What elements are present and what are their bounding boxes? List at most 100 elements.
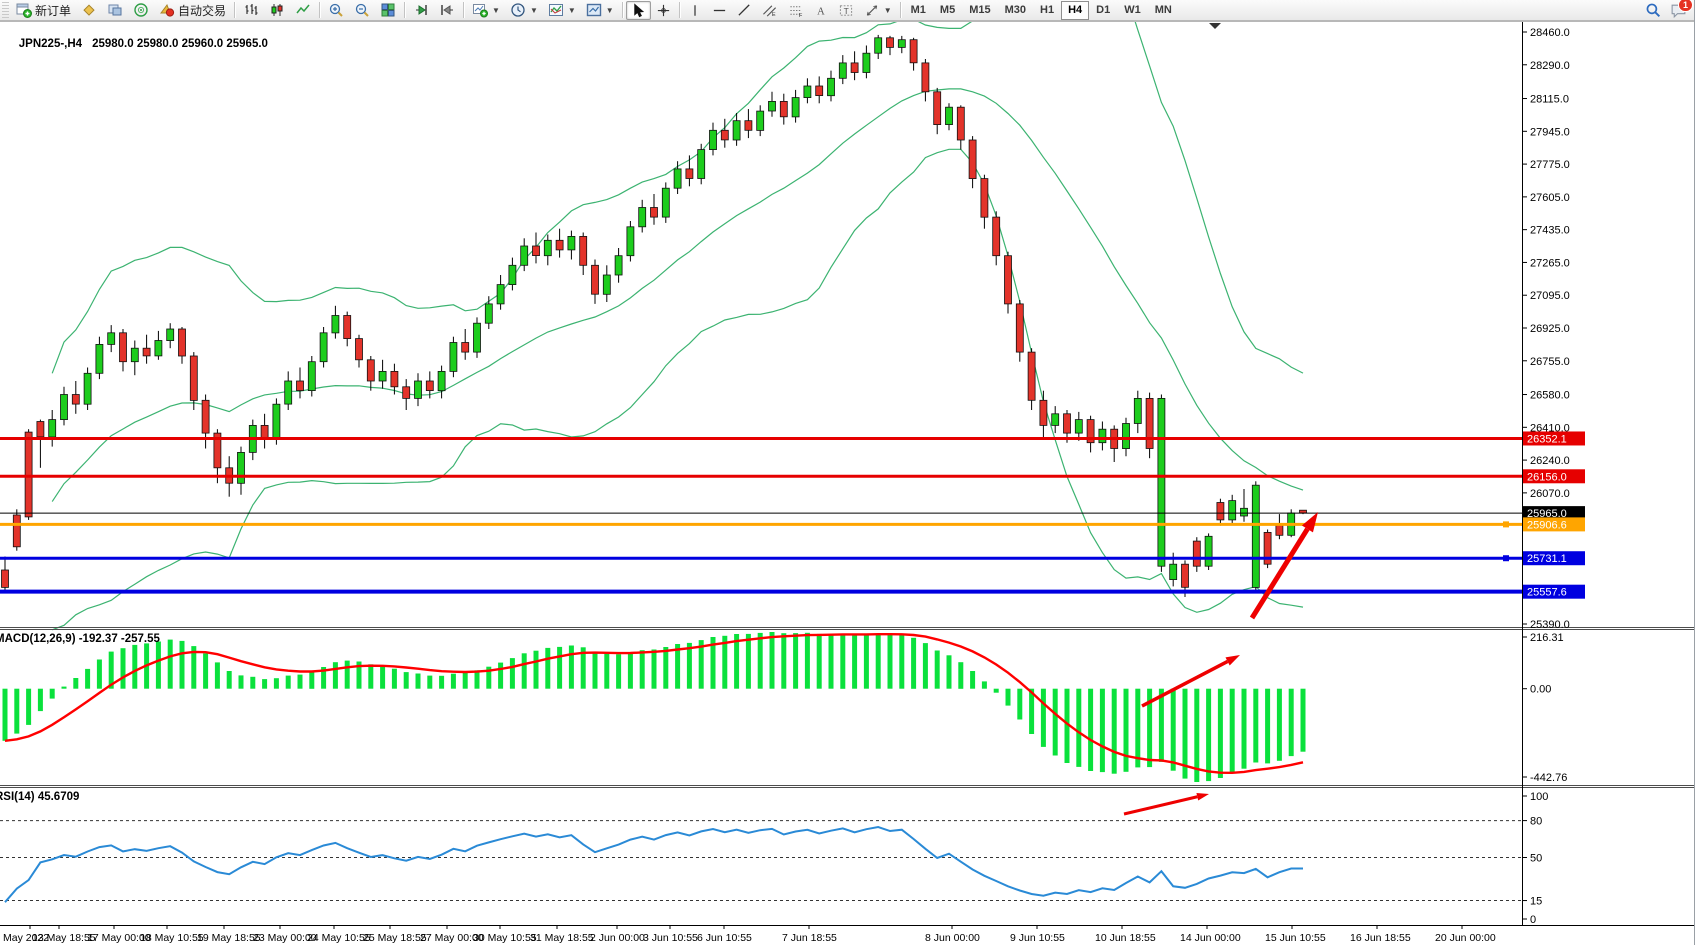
time-axis-label: 14 Jun 00:00: [1180, 932, 1241, 944]
search-icon[interactable]: [1645, 2, 1662, 19]
macd-axis-label: -442.76: [1530, 772, 1567, 784]
trendline-tool-button[interactable]: [732, 1, 757, 20]
market-watch-button[interactable]: [76, 1, 102, 20]
price-tag: [1523, 584, 1585, 599]
rsi-axis-label: 80: [1530, 816, 1542, 828]
horizontal-line-icon: [713, 9, 725, 11]
fibonacci-icon: F: [790, 5, 803, 18]
time-axis-label: 2 Jun 00:00: [590, 932, 645, 944]
price-tag: [1523, 506, 1585, 521]
timeframe-m30-button[interactable]: M30: [1004, 4, 1027, 16]
rsi-axis-label: 50: [1530, 853, 1542, 865]
equidistant-channel-icon: E: [762, 4, 776, 18]
toolbar-separator: [678, 2, 680, 18]
time-axis-label: 7 Jun 18:55: [782, 932, 837, 944]
price-axis-label: 27095.0: [1530, 290, 1570, 302]
indicators-button[interactable]: ▼: [543, 1, 581, 20]
indicators-icon: [548, 4, 563, 16]
crosshair-tool-button[interactable]: [651, 1, 676, 20]
timeframe-m1-button[interactable]: M1: [910, 4, 926, 16]
auto-scroll-button[interactable]: [408, 1, 434, 20]
text-tool-button[interactable]: A: [809, 1, 833, 20]
candles-layer: [1, 34, 1307, 597]
trend-arrow: [1141, 659, 1229, 708]
vertical-line-icon: [694, 4, 696, 16]
time-axis-label: 25 May 18:55: [363, 932, 427, 944]
new-chart-icon: [473, 4, 489, 18]
macd-signal-line: [4, 633, 1304, 775]
time-axis-label: 17 May 00:00: [87, 932, 151, 944]
cursor-tool-button[interactable]: [625, 0, 651, 20]
text-label-tool-button[interactable]: T: [833, 1, 859, 20]
time-axis-label: 31 May 18:55: [530, 932, 594, 944]
periods-button[interactable]: ▼: [505, 1, 543, 20]
vertical-line-tool-button[interactable]: [683, 1, 707, 20]
notifications-button[interactable]: 1: [1670, 0, 1693, 19]
toolbar-separator: [463, 2, 465, 18]
price-axis-label: 27605.0: [1530, 192, 1570, 204]
timeframe-m5-button[interactable]: M5: [939, 4, 956, 16]
price-axis-label: 25390.0: [1530, 619, 1570, 631]
new-order-button[interactable]: 新订单: [11, 1, 76, 20]
bar-chart-mode-button[interactable]: [238, 1, 264, 20]
strategy-tester-button[interactable]: [128, 1, 154, 20]
text-label-icon: T: [839, 4, 852, 15]
new-order-icon: [16, 3, 32, 18]
svg-text:F: F: [799, 13, 803, 18]
time-axis-label: 19 May 18:55: [197, 932, 261, 944]
timeframe-w1-button[interactable]: W1: [1124, 4, 1141, 16]
dropdown-caret: ▼: [567, 5, 576, 15]
trend-arrow: [1249, 527, 1310, 620]
rsi-axis-label: 0: [1530, 914, 1536, 926]
candlestick-icon: [271, 4, 283, 16]
bollinger-upper-band: [51, 21, 1304, 374]
zoom-in-button[interactable]: [323, 1, 349, 20]
macd-axis-label: 216.31: [1530, 632, 1564, 644]
time-axis-label: 9 Jun 10:55: [1010, 932, 1065, 944]
arrows-tool-button[interactable]: ▼: [859, 1, 897, 20]
zoom-out-button[interactable]: [349, 1, 375, 20]
dropdown-caret: ▼: [883, 5, 892, 15]
macd-histogram-layer: [2, 632, 1306, 782]
time-axis-label: 27 May 00:00: [420, 932, 484, 944]
timeframe-m15-button[interactable]: M15: [969, 4, 991, 16]
channel-tool-button[interactable]: E: [757, 1, 783, 20]
svg-text:E: E: [772, 12, 776, 18]
tile-windows-button[interactable]: [375, 1, 401, 20]
time-axis-label: 15 Jun 10:55: [1265, 932, 1326, 944]
price-tag-text: 25557.6: [1527, 587, 1567, 599]
autotrading-label: 自动交易: [178, 3, 227, 18]
chart-shift-button[interactable]: [434, 1, 460, 20]
timeframe-h1-button[interactable]: H1: [1040, 4, 1055, 16]
navigator-button[interactable]: [102, 1, 128, 20]
bar-chart-icon: [245, 4, 258, 15]
candlestick-mode-button[interactable]: [264, 1, 290, 20]
templates-icon: [586, 3, 601, 17]
arrow-shapes-icon: [866, 4, 877, 16]
price-tag-text: 25906.6: [1527, 519, 1567, 531]
time-axis-label: 24 May 10:55: [307, 932, 371, 944]
line-chart-mode-button[interactable]: [290, 1, 316, 20]
trend-arrow: [1123, 795, 1198, 816]
price-axis-label: 26240.0: [1530, 455, 1570, 467]
timeframe-h4-button[interactable]: H4: [1061, 0, 1090, 20]
zoom-out-icon: [355, 3, 369, 17]
price-axis-label: 26410.0: [1530, 422, 1570, 434]
trendline-icon: [738, 3, 750, 16]
new-chart-button[interactable]: ▼: [467, 1, 505, 20]
time-axis-label: 23 May 00:00: [253, 932, 317, 944]
fibonacci-tool-button[interactable]: F: [783, 1, 809, 20]
autotrading-button[interactable]: 自动交易: [154, 1, 231, 20]
timeframe-d1-button[interactable]: D1: [1096, 4, 1111, 16]
autotrading-icon: [160, 3, 175, 17]
horizontal-line-tool-button[interactable]: [707, 1, 732, 20]
price-tag: [1523, 551, 1585, 566]
templates-button[interactable]: ▼: [581, 1, 619, 20]
price-axis-label: 28290.0: [1530, 60, 1570, 72]
time-axis-label: 10 Jun 18:55: [1095, 932, 1156, 944]
toolbar-separator: [621, 2, 623, 18]
timeframe-mn-button[interactable]: MN: [1154, 4, 1172, 16]
clock-icon: [511, 3, 525, 17]
toolbar-grip[interactable]: [2, 2, 9, 18]
